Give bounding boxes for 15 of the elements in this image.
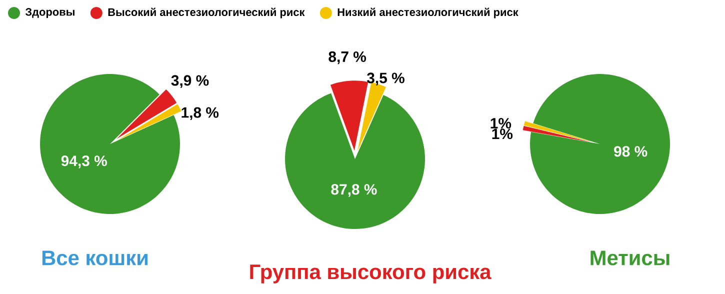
data-label: 94,3 % <box>61 156 107 168</box>
data-label: 1% <box>490 118 512 128</box>
data-label: 87,8 % <box>331 184 377 197</box>
data-label: 1% <box>492 128 513 140</box>
data-label: 8,7 % <box>328 51 366 64</box>
legend-label: Низкий анестезиологичский риск <box>338 8 518 18</box>
legend-label: Здоровы <box>25 8 74 18</box>
text: Метисы <box>590 250 670 266</box>
legend-label: Высокий анестезиологический риск <box>108 8 305 18</box>
data-label: 1,8 % <box>182 107 219 120</box>
text: Все кошки <box>42 250 148 266</box>
data-label: 3,9 % <box>171 75 209 88</box>
text: Группа высокого риска <box>250 264 492 284</box>
data-label: 3,5 % <box>366 72 404 86</box>
data-label: 98 % <box>614 146 648 157</box>
